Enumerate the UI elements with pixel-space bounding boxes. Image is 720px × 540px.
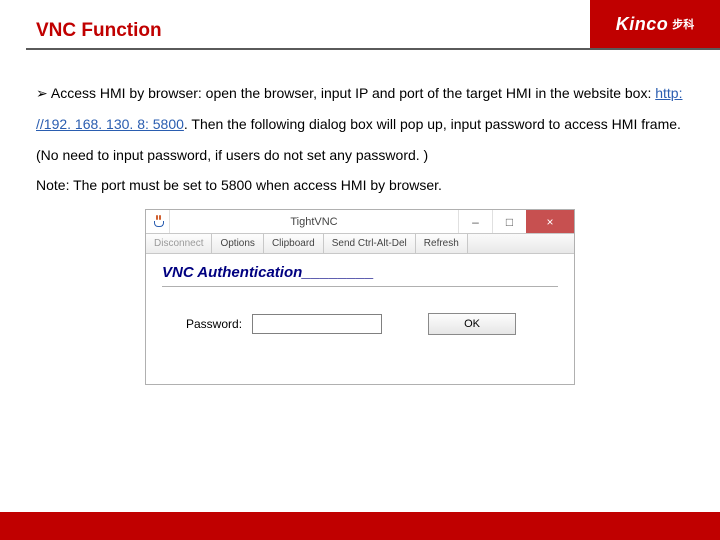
auth-heading-trail: ________ <box>302 265 374 282</box>
window-maximize-button[interactable]: □ <box>492 210 526 233</box>
dialog-title: TightVNC <box>170 210 458 233</box>
brand-logo: Kinco 步科 <box>590 0 720 48</box>
dialog-titlebar: TightVNC – □ × <box>146 210 574 234</box>
toolbar-disconnect-button[interactable]: Disconnect <box>146 234 212 253</box>
body-copy: ➢ Access HMI by browser: open the browse… <box>0 56 720 201</box>
window-minimize-button[interactable]: – <box>458 210 492 233</box>
java-icon <box>146 210 170 233</box>
toolbar-refresh-button[interactable]: Refresh <box>416 234 468 253</box>
window-close-button[interactable]: × <box>526 210 574 233</box>
note-paragraph: Note: The port must be set to 5800 when … <box>36 170 690 201</box>
auth-divider <box>162 286 558 287</box>
password-row: Password: OK <box>162 313 558 335</box>
text-pre-link: Access HMI by browser: open the browser,… <box>48 85 656 101</box>
logo-text: Kinco <box>616 14 669 35</box>
page-header: VNC Function Kinco 步科 <box>0 0 720 56</box>
toolbar-clipboard-button[interactable]: Clipboard <box>264 234 324 253</box>
instruction-paragraph: ➢ Access HMI by browser: open the browse… <box>36 78 690 170</box>
dialog-body: VNC Authentication________ Password: OK <box>146 254 574 384</box>
dialog-toolbar: Disconnect Options Clipboard Send Ctrl-A… <box>146 234 574 254</box>
logo-cn: 步科 <box>672 16 694 32</box>
toolbar-options-button[interactable]: Options <box>212 234 263 253</box>
vnc-dialog: TightVNC – □ × Disconnect Options Clipbo… <box>145 209 575 385</box>
password-label: Password: <box>186 317 242 331</box>
auth-heading-text: VNC Authentication <box>162 264 302 281</box>
bullet-icon: ➢ <box>36 85 48 101</box>
header-rule <box>26 48 720 50</box>
ok-button[interactable]: OK <box>428 313 516 335</box>
footer-bar <box>0 512 720 540</box>
password-input[interactable] <box>252 314 382 334</box>
page-title: VNC Function <box>36 20 162 42</box>
auth-heading: VNC Authentication________ <box>162 264 558 282</box>
toolbar-send-cad-button[interactable]: Send Ctrl-Alt-Del <box>324 234 416 253</box>
